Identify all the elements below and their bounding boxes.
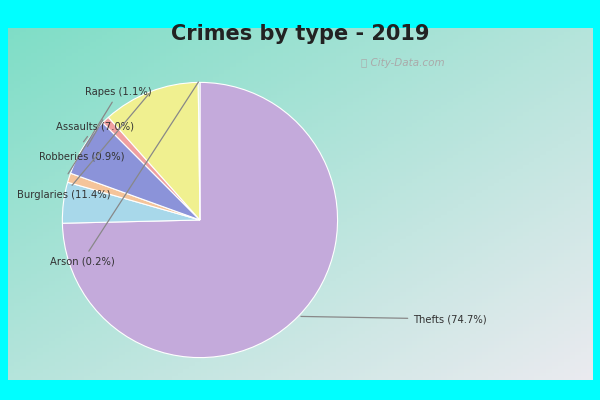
Text: Thefts (74.7%): Thefts (74.7%) [301,314,487,324]
Wedge shape [62,82,338,358]
Wedge shape [198,82,200,220]
Text: Auto thefts (4.8%): Auto thefts (4.8%) [0,399,1,400]
Text: Rapes (1.1%): Rapes (1.1%) [68,87,152,174]
Wedge shape [68,173,200,220]
Text: Crimes by type - 2019: Crimes by type - 2019 [171,24,429,44]
Text: Robberies (0.9%): Robberies (0.9%) [39,120,124,162]
Text: Arson (0.2%): Arson (0.2%) [50,82,199,266]
Wedge shape [109,82,200,220]
Wedge shape [71,123,200,220]
Text: ⓘ City-Data.com: ⓘ City-Data.com [361,58,445,68]
Text: Assaults (7.0%): Assaults (7.0%) [56,122,134,142]
Text: Burglaries (11.4%): Burglaries (11.4%) [17,94,149,200]
Wedge shape [62,182,200,223]
Wedge shape [103,117,200,220]
